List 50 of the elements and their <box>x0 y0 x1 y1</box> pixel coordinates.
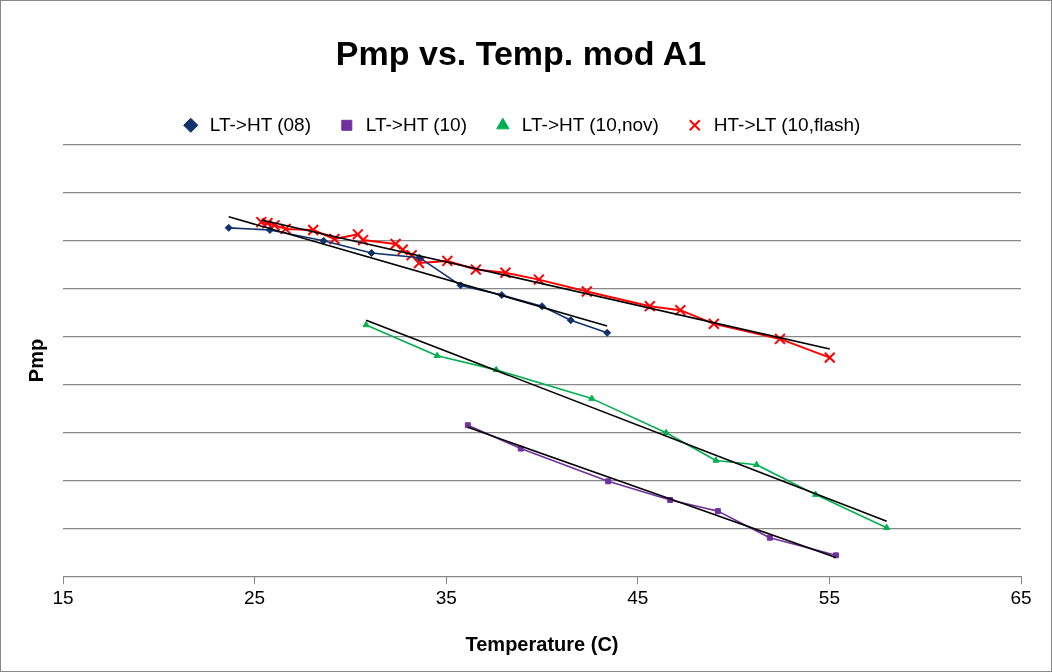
point <box>707 317 720 330</box>
point <box>362 320 370 328</box>
point <box>712 456 720 463</box>
x-axis-title: Temperature (C) <box>465 632 619 655</box>
point <box>261 217 274 230</box>
point <box>588 394 596 401</box>
point <box>580 285 593 298</box>
point <box>413 257 425 270</box>
point <box>753 460 761 468</box>
point <box>396 243 409 256</box>
point <box>255 216 268 229</box>
point <box>643 300 656 313</box>
point <box>405 249 418 262</box>
point <box>464 422 471 429</box>
legend-label: LT->HT (08) <box>209 113 311 135</box>
point <box>823 351 836 364</box>
point <box>441 254 454 267</box>
point <box>351 228 364 241</box>
point <box>319 236 328 245</box>
point <box>603 328 612 337</box>
point <box>566 316 575 325</box>
point <box>714 508 721 515</box>
point <box>307 224 320 236</box>
point <box>357 234 369 247</box>
legend-label: LT->HT (10) <box>365 113 468 135</box>
x-tick-label: 65 <box>1010 586 1032 608</box>
point <box>328 233 341 245</box>
x-tick-label: 35 <box>435 586 457 608</box>
chart-title: Pmp vs. Temp. mod A1 <box>335 33 707 72</box>
point <box>367 249 376 258</box>
point <box>674 304 687 317</box>
point <box>766 534 773 541</box>
point <box>433 351 441 359</box>
point <box>532 273 545 286</box>
legend-label: HT->LT (10,flash) <box>713 113 861 135</box>
point <box>605 478 612 485</box>
point <box>389 238 402 250</box>
point <box>774 332 786 345</box>
x-tick-label: 15 <box>52 586 74 608</box>
x-tick-label: 55 <box>818 586 840 608</box>
point <box>279 222 292 235</box>
point <box>224 223 233 232</box>
point <box>499 266 512 279</box>
point <box>883 523 891 530</box>
legend-label: LT->HT (10,nov) <box>521 113 659 135</box>
point <box>469 263 482 276</box>
y-axis-title: Pmp <box>24 338 47 383</box>
point <box>662 428 670 436</box>
x-tick-label: 25 <box>244 586 266 608</box>
x-tick-label: 45 <box>627 586 649 608</box>
